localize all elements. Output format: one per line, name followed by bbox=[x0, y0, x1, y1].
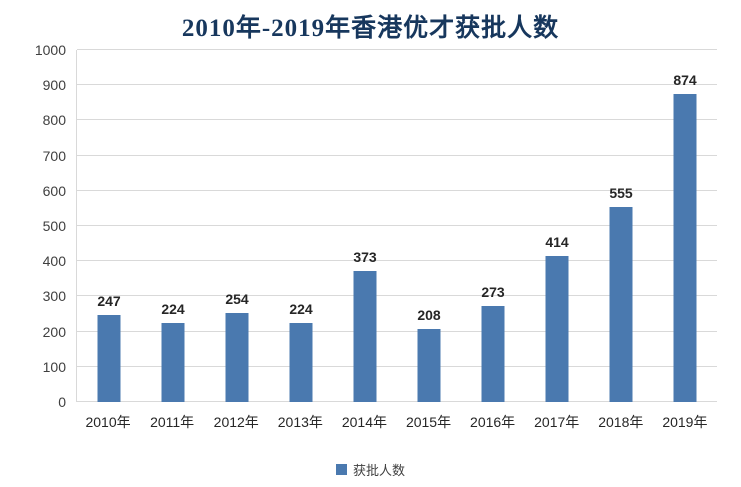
bar bbox=[673, 94, 697, 402]
bar bbox=[417, 328, 441, 402]
gridline bbox=[77, 225, 717, 226]
bar bbox=[225, 312, 249, 402]
y-tick-label: 500 bbox=[42, 218, 66, 234]
x-axis-label: 2014年 bbox=[341, 414, 387, 430]
bar-column: 874 bbox=[653, 50, 717, 402]
gridline bbox=[77, 49, 717, 50]
y-tick-label: 900 bbox=[42, 77, 66, 94]
legend: 获批人数 bbox=[0, 460, 741, 479]
bar-value-label: 208 bbox=[417, 306, 441, 323]
legend-label: 获批人数 bbox=[352, 463, 405, 478]
bar-column: 414 bbox=[525, 50, 589, 402]
bar-column: 373 bbox=[333, 50, 397, 402]
bar-value-label: 414 bbox=[545, 234, 569, 251]
bar bbox=[161, 323, 185, 402]
gridline bbox=[77, 330, 717, 332]
bar-value-label: 874 bbox=[673, 72, 697, 89]
plot-area: 247 224 254 224 373 208 273 414 555 874 bbox=[76, 49, 717, 402]
gridline bbox=[77, 189, 717, 191]
bar-column: 555 bbox=[589, 50, 653, 402]
gridline bbox=[77, 119, 717, 121]
y-tick-label: 600 bbox=[42, 182, 66, 199]
bar-column: 254 bbox=[205, 50, 269, 402]
y-tick-label: 300 bbox=[42, 288, 66, 305]
gridline bbox=[77, 154, 717, 156]
x-axis-label: 2017年 bbox=[534, 414, 580, 430]
bar-column: 224 bbox=[141, 50, 205, 402]
bar bbox=[481, 305, 505, 402]
x-axis-label: 2015年 bbox=[405, 414, 452, 430]
y-tick-label: 400 bbox=[42, 253, 66, 270]
bar-value-label: 373 bbox=[353, 248, 377, 265]
y-tick-label: 1000 bbox=[34, 42, 66, 58]
x-axis: 2010年 2011年 2012年 2013年 2014年 2015年 2016年 2017年… bbox=[76, 412, 717, 432]
x-axis-label: 2012年 bbox=[213, 414, 259, 430]
gridline bbox=[77, 365, 717, 367]
y-axis: 0 100 200 300 400 500 600 700 800 900 1000 bbox=[0, 43, 76, 409]
gridline bbox=[77, 295, 717, 297]
y-tick-label: 800 bbox=[42, 112, 66, 129]
bar-value-label: 224 bbox=[161, 301, 185, 318]
x-axis-label: 2013年 bbox=[277, 414, 323, 430]
bar-column: 247 bbox=[77, 50, 141, 402]
bar-column: 208 bbox=[397, 50, 461, 402]
x-axis-label: 2011年 bbox=[150, 414, 195, 430]
chart-body: 0 100 200 300 400 500 600 700 800 900 1000 247 224 2… bbox=[0, 43, 741, 409]
x-axis-label: 2018年 bbox=[598, 414, 644, 430]
bar bbox=[545, 256, 569, 402]
y-tick-label: 0 bbox=[58, 394, 66, 410]
x-axis-label: 2019年 bbox=[662, 414, 708, 430]
gridline bbox=[77, 84, 717, 86]
bar-value-label: 254 bbox=[225, 290, 249, 307]
y-tick-label: 200 bbox=[42, 323, 66, 340]
gridline bbox=[77, 260, 717, 262]
bar-column: 224 bbox=[269, 50, 333, 402]
bar-value-label: 224 bbox=[289, 301, 313, 318]
bar bbox=[353, 270, 377, 402]
y-tick-label: 700 bbox=[42, 147, 66, 164]
legend-swatch-icon bbox=[335, 464, 347, 475]
bar bbox=[609, 206, 633, 402]
bar-value-label: 247 bbox=[97, 293, 121, 310]
bar-value-label: 273 bbox=[481, 283, 505, 300]
x-axis-label: 2010年 bbox=[85, 414, 131, 430]
chart-title: 2010年-2019年香港优才获批人数 bbox=[181, 15, 560, 42]
y-tick-label: 100 bbox=[42, 358, 66, 375]
bar bbox=[289, 323, 313, 402]
x-axis-label: 2016年 bbox=[470, 414, 516, 430]
bar-series: 247 224 254 224 373 208 273 414 555 874 bbox=[77, 50, 717, 402]
gridline bbox=[77, 401, 717, 402]
bar bbox=[97, 315, 121, 402]
bar-column: 273 bbox=[461, 50, 525, 402]
bar-value-label: 555 bbox=[609, 184, 633, 201]
